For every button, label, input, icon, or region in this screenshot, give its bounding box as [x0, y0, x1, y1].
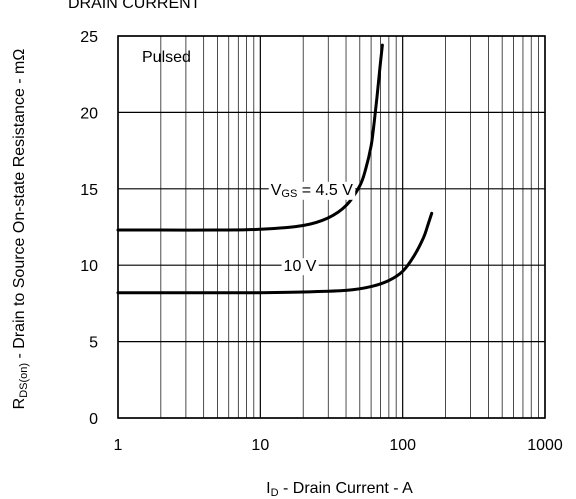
pulsed-annotation: Pulsed: [142, 49, 191, 66]
y-tick-label: 25: [80, 29, 98, 46]
x-tick-label: 100: [389, 437, 416, 454]
series-label-1: 10 V: [281, 258, 319, 276]
series-label-text: 10 V: [284, 258, 317, 275]
grid: [117, 35, 546, 419]
series-label-rest: = 4.5 V: [297, 182, 353, 199]
y-tick-label: 10: [80, 258, 98, 275]
x-tick-label: 1000: [527, 437, 563, 454]
x-tick-labels: 1 10 100 1000: [114, 437, 563, 454]
y-tick-label: 20: [80, 105, 98, 122]
y-axis-title: RDS(on) - Drain to Source On-state Resis…: [11, 49, 30, 410]
y-tick-label: 5: [89, 335, 98, 352]
y-axis-title-sub: DS(on): [18, 363, 30, 398]
x-tick-label: 10: [251, 437, 269, 454]
series-label-0: VGS = 4.5 V: [268, 181, 356, 200]
y-axis-title-rest: - Drain to Source On-state Resistance - …: [11, 49, 28, 363]
series-label-text: VGS = 4.5 V: [271, 182, 354, 200]
series-line-0: [116, 43, 384, 232]
x-axis-title-main: I: [266, 480, 270, 497]
plot-frame: [117, 35, 546, 419]
series-label-main: V: [271, 182, 282, 199]
series-label-sub: GS: [281, 188, 297, 200]
y-tick-label: 15: [80, 182, 98, 199]
y-tick-label: 0: [89, 411, 98, 428]
x-axis-title: ID - Drain Current - A: [266, 480, 413, 499]
series-lines: [116, 43, 434, 295]
y-tick-labels: 0 5 10 15 20 25: [80, 29, 98, 428]
y-axis-title-main: R: [11, 398, 28, 410]
x-axis-title-rest: - Drain Current - A: [279, 480, 414, 497]
series-labels: VGS = 4.5 V 10 V: [268, 181, 356, 276]
series-label-bg: [281, 258, 319, 276]
series-label-bg: [268, 181, 356, 200]
series-label-main: 10 V: [284, 258, 317, 275]
x-tick-label: 1: [114, 437, 123, 454]
series-line-1: [116, 211, 434, 295]
chart-title: DRAIN CURRENT: [68, 0, 201, 12]
x-axis-title-sub: D: [271, 487, 279, 499]
